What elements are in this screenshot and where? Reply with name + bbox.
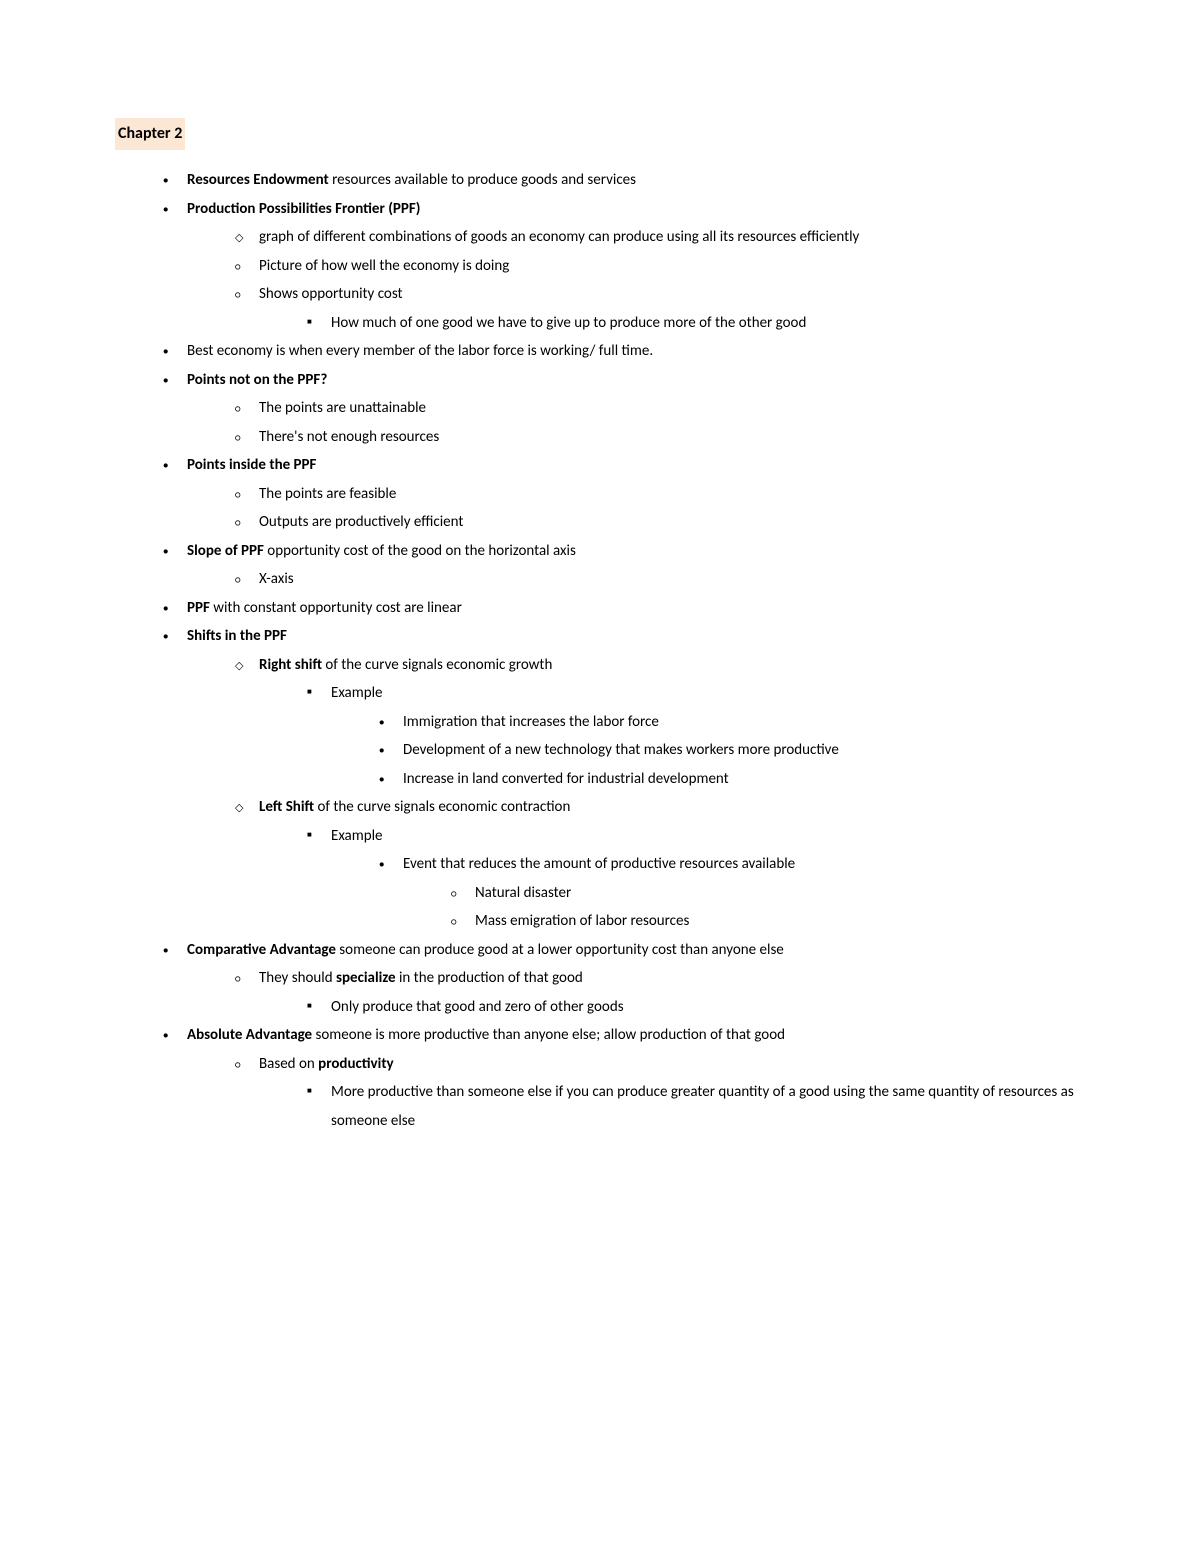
term: Production Possibilities Frontier (PPF) bbox=[187, 200, 420, 218]
text: Natural disaster bbox=[475, 884, 571, 902]
text: of the curve signals economic contractio… bbox=[314, 798, 570, 816]
text: The points are unattainable bbox=[259, 399, 426, 417]
list-item: Shows opportunity cost How much of one g… bbox=[235, 280, 1085, 337]
text: Event that reduces the amount of product… bbox=[403, 855, 795, 873]
text: Outputs are productively efficient bbox=[259, 513, 463, 531]
text: opportunity cost of the good on the hori… bbox=[264, 542, 576, 560]
term: productivity bbox=[318, 1055, 394, 1073]
text: Development of a new technology that mak… bbox=[403, 741, 839, 759]
list-item: X-axis bbox=[235, 565, 1085, 594]
text: Only produce that good and zero of other… bbox=[331, 998, 624, 1016]
document-page: Chapter 2 Resources Endowment resources … bbox=[0, 0, 1200, 1553]
list-item: Mass emigration of labor resources bbox=[451, 907, 1085, 936]
text: There's not enough resources bbox=[259, 428, 439, 446]
term: Comparative Advantage bbox=[187, 941, 336, 959]
list-item: Points inside the PPF The points are fea… bbox=[163, 451, 1085, 537]
text: They should bbox=[259, 969, 336, 987]
text: someone can produce good at a lower oppo… bbox=[336, 941, 784, 959]
text: Mass emigration of labor resources bbox=[475, 912, 689, 930]
list-item: Development of a new technology that mak… bbox=[379, 736, 1085, 765]
list-item: Immigration that increases the labor for… bbox=[379, 708, 1085, 737]
text: Example bbox=[331, 684, 383, 702]
list-item: graph of different combinations of goods… bbox=[235, 223, 1085, 252]
text: How much of one good we have to give up … bbox=[331, 314, 806, 332]
list-item: Resources Endowment resources available … bbox=[163, 166, 1085, 195]
text: in the production of that good bbox=[396, 969, 583, 987]
list-item: There's not enough resources bbox=[235, 423, 1085, 452]
text: The points are feasible bbox=[259, 485, 396, 503]
text: graph of different combinations of goods… bbox=[259, 228, 859, 246]
list-item: Based on productivity More productive th… bbox=[235, 1050, 1085, 1136]
list-item: The points are unattainable bbox=[235, 394, 1085, 423]
list-item: Picture of how well the economy is doing bbox=[235, 252, 1085, 281]
text: More productive than someone else if you… bbox=[331, 1083, 1074, 1130]
text: of the curve signals economic growth bbox=[322, 656, 552, 674]
text: resources available to produce goods and… bbox=[329, 171, 636, 189]
term: Absolute Advantage bbox=[187, 1026, 312, 1044]
term: specialize bbox=[336, 969, 396, 987]
list-item: Outputs are productively efficient bbox=[235, 508, 1085, 537]
list-item: Only produce that good and zero of other… bbox=[307, 993, 1085, 1022]
list-item: They should specialize in the production… bbox=[235, 964, 1085, 1021]
list-item: Event that reduces the amount of product… bbox=[379, 850, 1085, 936]
list-item: Comparative Advantage someone can produc… bbox=[163, 936, 1085, 1022]
text: X-axis bbox=[259, 570, 294, 588]
list-item: Natural disaster bbox=[451, 879, 1085, 908]
text: Based on bbox=[259, 1055, 318, 1073]
text: Immigration that increases the labor for… bbox=[403, 713, 659, 731]
text: Shows opportunity cost bbox=[259, 285, 403, 303]
list-item: How much of one good we have to give up … bbox=[307, 309, 1085, 338]
term: Points not on the PPF? bbox=[187, 371, 327, 389]
term: Points inside the PPF bbox=[187, 456, 316, 474]
list-item: Increase in land converted for industria… bbox=[379, 765, 1085, 794]
text: someone is more productive than anyone e… bbox=[312, 1026, 785, 1044]
chapter-title: Chapter 2 bbox=[115, 118, 185, 150]
text: Example bbox=[331, 827, 383, 845]
list-item: The points are feasible bbox=[235, 480, 1085, 509]
list-item: Right shift of the curve signals economi… bbox=[235, 651, 1085, 794]
list-item: Example Event that reduces the amount of… bbox=[307, 822, 1085, 936]
term: PPF bbox=[187, 599, 210, 617]
list-item: Absolute Advantage someone is more produ… bbox=[163, 1021, 1085, 1135]
text: Increase in land converted for industria… bbox=[403, 770, 729, 788]
list-item: Production Possibilities Frontier (PPF) … bbox=[163, 195, 1085, 338]
list-item: PPF with constant opportunity cost are l… bbox=[163, 594, 1085, 623]
list-item: More productive than someone else if you… bbox=[307, 1078, 1085, 1135]
list-item: Best economy is when every member of the… bbox=[163, 337, 1085, 366]
list-item: Points not on the PPF? The points are un… bbox=[163, 366, 1085, 452]
outline-root: Resources Endowment resources available … bbox=[115, 166, 1085, 1135]
term: Left Shift bbox=[259, 798, 314, 816]
list-item: Example Immigration that increases the l… bbox=[307, 679, 1085, 793]
list-item: Shifts in the PPF Right shift of the cur… bbox=[163, 622, 1085, 936]
term: Right shift bbox=[259, 656, 322, 674]
list-item: Slope of PPF opportunity cost of the goo… bbox=[163, 537, 1085, 594]
list-item: Left Shift of the curve signals economic… bbox=[235, 793, 1085, 936]
term: Resources Endowment bbox=[187, 171, 329, 189]
text: with constant opportunity cost are linea… bbox=[210, 599, 462, 617]
term: Slope of PPF bbox=[187, 542, 264, 560]
term: Shifts in the PPF bbox=[187, 627, 287, 645]
text: Best economy is when every member of the… bbox=[187, 342, 653, 360]
text: Picture of how well the economy is doing bbox=[259, 257, 509, 275]
